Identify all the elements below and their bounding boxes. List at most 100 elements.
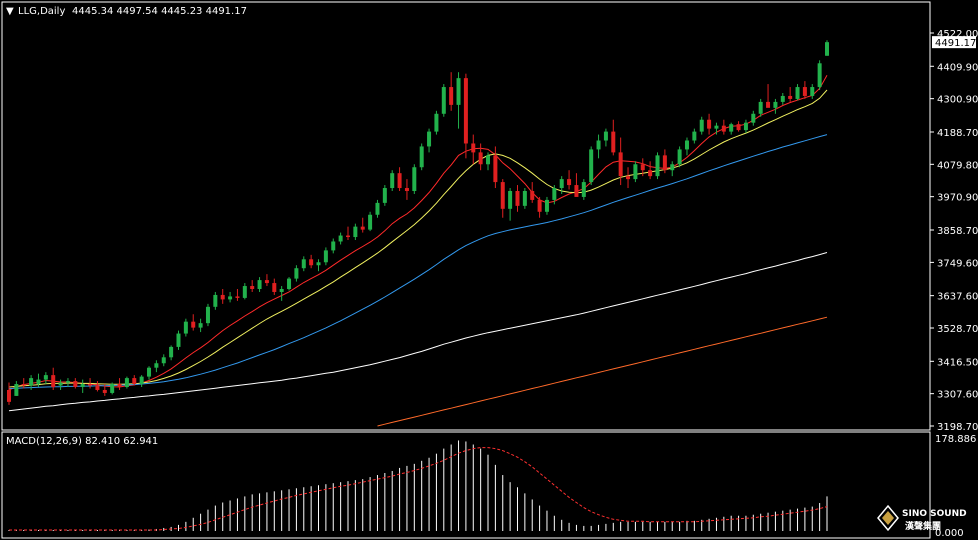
candle	[427, 128, 432, 153]
candle-body	[58, 382, 63, 386]
candle	[21, 378, 26, 389]
candle	[640, 158, 645, 177]
candle	[198, 318, 203, 333]
candle-body	[88, 384, 93, 386]
candle-body	[124, 378, 129, 388]
logo-inner-icon	[882, 511, 894, 525]
candle-body	[640, 164, 645, 171]
candle	[500, 179, 505, 218]
candle-body	[795, 87, 800, 99]
symbol-label: LLG,Daily	[18, 6, 65, 17]
candle	[316, 259, 321, 272]
candle-body	[147, 367, 152, 377]
candle	[677, 146, 682, 168]
candle	[817, 60, 822, 91]
candle-body	[353, 226, 358, 238]
candle-body	[552, 188, 557, 200]
candle	[795, 84, 800, 101]
candle	[154, 360, 159, 373]
candle-body	[441, 87, 446, 114]
macd-signal-line	[9, 447, 828, 531]
ma-line-mid	[8, 89, 828, 388]
candle	[478, 143, 483, 171]
macd-pane-frame	[1, 431, 931, 539]
candle-body	[316, 262, 321, 266]
candle	[272, 278, 277, 295]
candle	[390, 170, 395, 191]
candle	[699, 116, 704, 135]
candle-body	[331, 241, 336, 251]
candle-body	[139, 376, 144, 385]
candle	[301, 256, 306, 272]
candle	[751, 110, 756, 126]
candle-body	[250, 286, 255, 290]
candle	[766, 84, 771, 108]
candle	[633, 161, 638, 183]
candle-body	[463, 78, 468, 144]
candle-body	[80, 384, 85, 388]
candle	[508, 188, 513, 221]
candle	[522, 188, 527, 209]
price-tick-label: 3528.70	[937, 324, 978, 335]
candle	[530, 182, 535, 203]
candle	[331, 238, 336, 254]
price-tick-label: 3858.70	[937, 226, 978, 237]
ma-line-fast	[8, 74, 828, 391]
candle-body	[699, 119, 704, 132]
collapse-arrow-icon[interactable]: ▼	[6, 6, 14, 17]
candle	[743, 119, 748, 134]
candle	[596, 134, 601, 159]
candle	[213, 291, 218, 310]
current-price-label: 4491.17	[935, 38, 976, 49]
candle	[264, 274, 269, 287]
candle-body	[471, 143, 476, 153]
candle-body	[692, 131, 697, 141]
candle	[14, 381, 19, 396]
macd-signal-polyline	[9, 447, 828, 531]
candle	[183, 318, 188, 337]
price-tick-label: 3307.60	[937, 390, 978, 401]
candle-body	[486, 155, 491, 165]
candle-body	[559, 179, 564, 189]
candle	[655, 152, 660, 180]
candle	[788, 87, 793, 102]
moving-average-lines	[8, 74, 828, 427]
candle-body	[102, 389, 107, 393]
candle-body	[766, 101, 771, 108]
candle	[559, 176, 564, 194]
candle-body	[287, 278, 292, 290]
candle-body	[449, 87, 454, 105]
candle	[110, 382, 115, 395]
candle	[626, 167, 631, 189]
candle	[205, 303, 210, 327]
candle	[294, 265, 299, 282]
candle-body	[522, 190, 527, 206]
candle	[95, 381, 100, 392]
candle	[589, 146, 594, 186]
candle-body	[736, 124, 741, 131]
candle	[353, 223, 358, 240]
candle-body	[176, 333, 181, 347]
candle-body	[205, 306, 210, 324]
candle-body	[508, 190, 513, 209]
candle-body	[758, 101, 763, 114]
candle-body	[390, 173, 395, 189]
candle-body	[707, 119, 712, 129]
candle-body	[729, 124, 734, 132]
candle	[471, 134, 476, 165]
candle-body	[567, 179, 572, 186]
candle	[235, 289, 240, 301]
logo-subtitle: 漢聲集團	[905, 520, 941, 532]
candle-body	[73, 381, 78, 388]
candle	[692, 128, 697, 144]
candle-body	[574, 185, 579, 197]
candle-body	[257, 280, 262, 290]
candle	[51, 367, 56, 390]
candle-body	[434, 113, 439, 132]
candle-body	[780, 95, 785, 102]
candle	[309, 254, 314, 269]
candle-body	[626, 176, 631, 180]
candle	[544, 196, 549, 215]
candle-body	[648, 170, 653, 177]
